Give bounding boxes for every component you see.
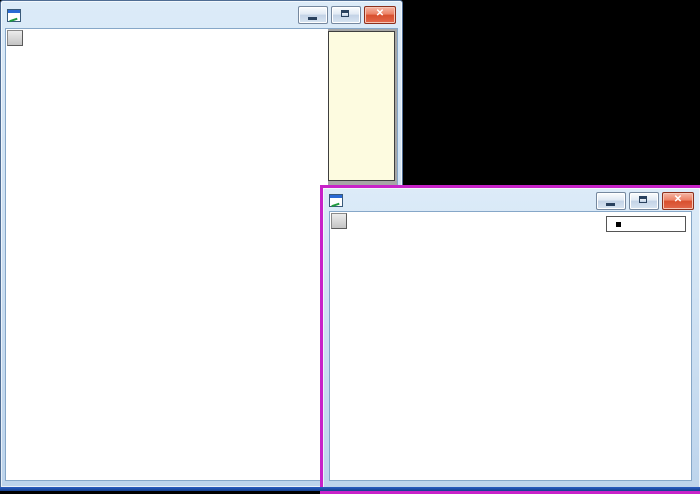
- graph2-page: [329, 211, 692, 481]
- restore-icon: [639, 195, 647, 203]
- layer-1-badge[interactable]: [331, 213, 347, 229]
- close-button[interactable]: [662, 191, 694, 210]
- graph2-window[interactable]: [320, 185, 700, 494]
- minimize-icon: [308, 17, 317, 20]
- minimize-button[interactable]: [596, 191, 626, 210]
- minimize-button[interactable]: [298, 6, 328, 24]
- close-button[interactable]: [364, 6, 396, 24]
- graph-window-icon: [7, 8, 21, 22]
- restore-button[interactable]: [331, 6, 361, 24]
- bottom-window-edge: [0, 487, 700, 491]
- graph1-legend[interactable]: [328, 31, 395, 181]
- graph-window-icon: [329, 194, 343, 207]
- layer-1-badge[interactable]: [7, 30, 23, 46]
- graph2-window-controls: [596, 191, 694, 210]
- graph2-legend[interactable]: [606, 216, 686, 232]
- graph2-titlebar[interactable]: [325, 190, 698, 211]
- close-icon: [365, 7, 395, 23]
- restore-button[interactable]: [629, 191, 659, 210]
- close-icon: [663, 193, 693, 209]
- minimize-icon: [606, 202, 615, 206]
- restore-icon: [341, 10, 349, 17]
- graph1-titlebar[interactable]: [3, 3, 400, 27]
- graph1-window-controls: [298, 6, 396, 24]
- scatter-marker-icon: [616, 221, 621, 227]
- graph2-plot: [330, 212, 691, 480]
